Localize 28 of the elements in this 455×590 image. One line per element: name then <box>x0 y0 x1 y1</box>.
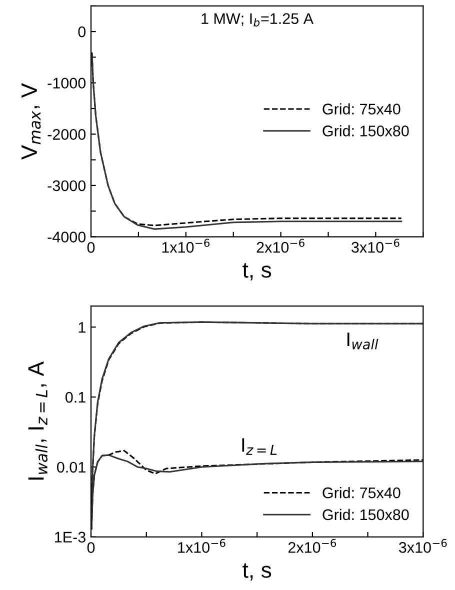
y-tick-label: 1E-3 <box>55 532 86 543</box>
y-tick-label: -2000 <box>48 129 86 140</box>
annotation: I$_{z=L}$ <box>242 438 277 455</box>
x-axis-title: t, s <box>242 563 272 581</box>
legend-label: Grid: 75x40 <box>322 487 400 498</box>
x-tick-label: 3x10$^{−6}$ <box>352 238 400 253</box>
y-tick-label: -4000 <box>48 232 86 242</box>
legend-label: Grid: 75x40 <box>322 103 400 114</box>
x-tick-label: 2x10$^{−6}$ <box>256 238 304 253</box>
legend-label: Grid: 150x80 <box>322 508 409 520</box>
x-tick-label: 2x10$^{−6}$ <box>288 538 336 553</box>
y-tick-label: 0 <box>78 26 86 38</box>
y-tick-label: 0.01 <box>57 462 86 473</box>
y-tick-label: 0.1 <box>66 392 86 403</box>
x-tick-label: 1x10$^{−6}$ <box>178 538 226 553</box>
x-tick-label: 0 <box>87 542 95 553</box>
y-tick-label: -3000 <box>48 180 86 192</box>
annotation: 1 MW; I$_{b}$=1.25 A <box>202 13 314 27</box>
y-tick-label: 1 <box>78 322 86 333</box>
y-axis-title: V$_{max}$, V <box>22 83 41 160</box>
x-tick-label: 0 <box>87 242 95 253</box>
x-tick-label: 1x10$^{−6}$ <box>162 238 210 253</box>
annotation: I$_{wall}$ <box>347 332 378 350</box>
y-axis-title: I$_{wall}$, I$_{z=L}$, A <box>28 361 48 480</box>
y-tick-label: -1000 <box>48 78 86 89</box>
x-tick-label: 3x10$^{−6}$ <box>398 538 447 553</box>
legend-label: Grid: 150x80 <box>322 125 409 136</box>
x-axis-title: t, s <box>242 263 272 280</box>
